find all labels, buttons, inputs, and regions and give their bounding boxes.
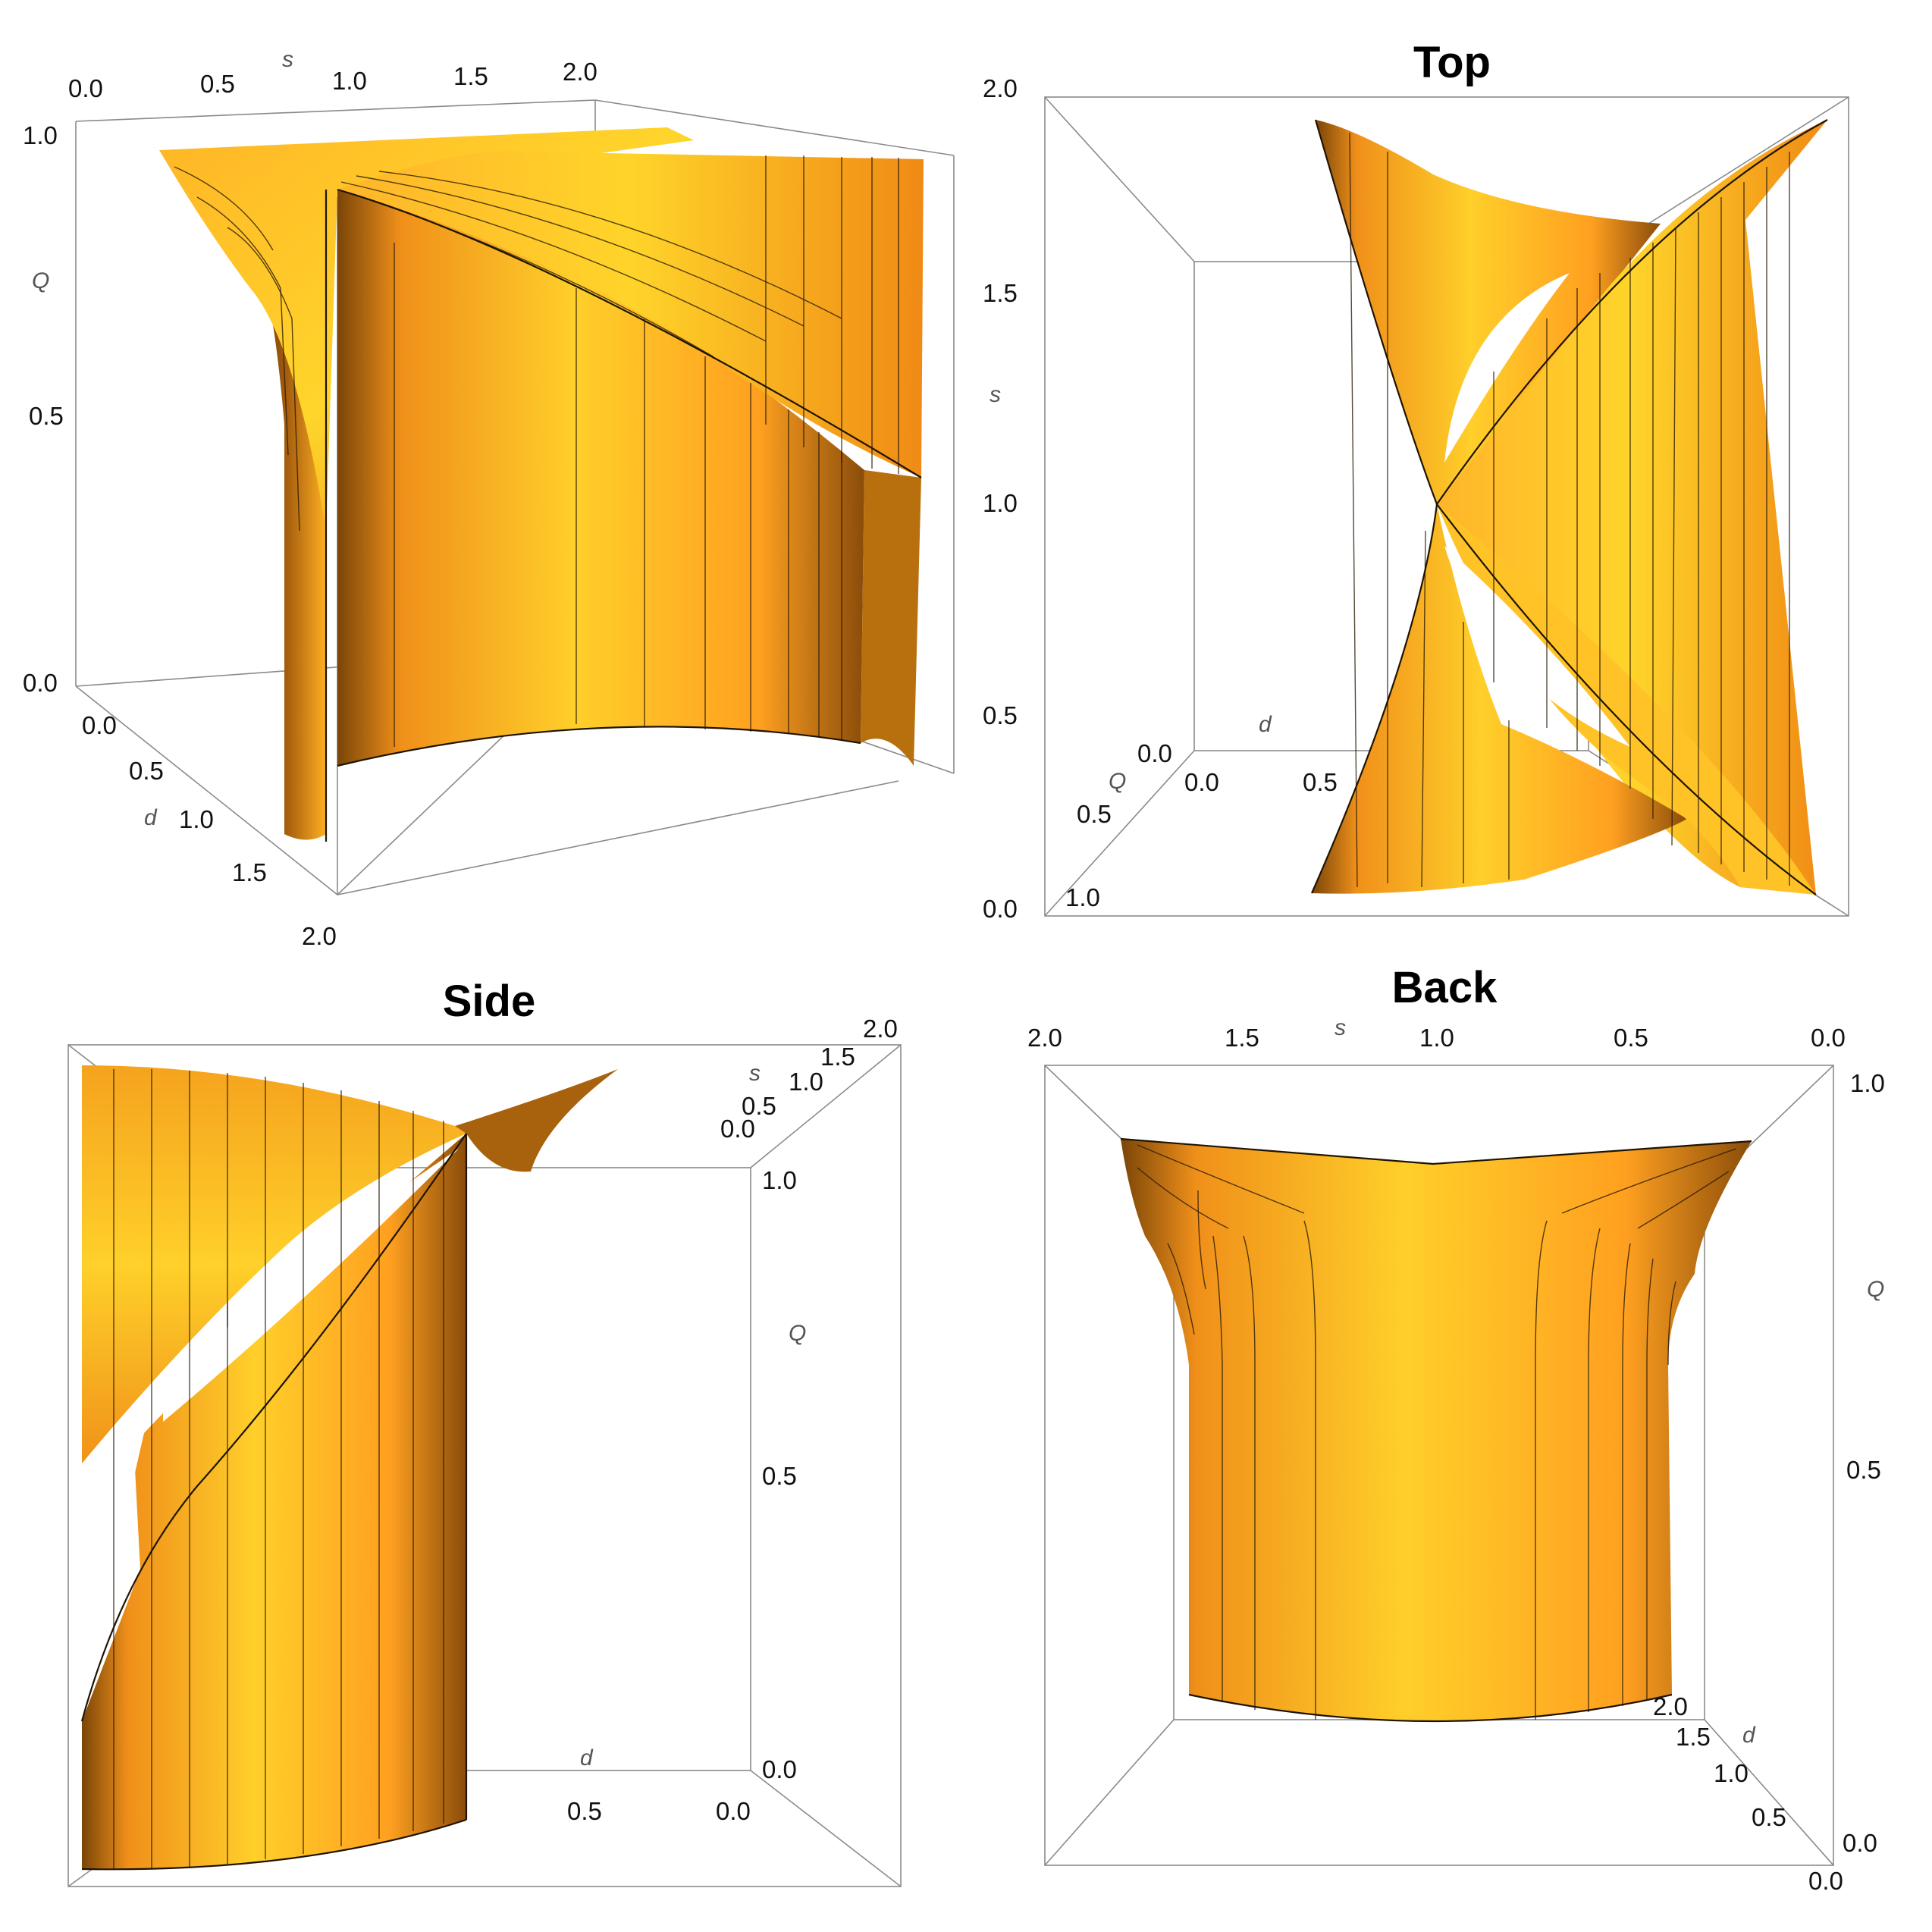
back-title: Back [1392,963,1498,1012]
top-s-axis-label: s [990,382,1001,407]
back-d-tick-1: 1.5 [1676,1723,1711,1751]
back-q-tick-2: 1.0 [1850,1069,1885,1097]
side-q-tick-2: 1.0 [762,1166,797,1194]
top-d-axis: 0.0 0.5 d [1184,712,1338,796]
iso-d-tick-2: 1.0 [179,805,214,833]
back-d-axis: 2.0 1.5 1.0 0.5 0.0 d [1653,1692,1843,1895]
iso-q-tick-2: 1.0 [23,121,58,149]
back-s-tick-2: 1.0 [1419,1024,1454,1052]
back-d-tick-4: 0.0 [1808,1867,1843,1895]
back-q-tick-1: 0.5 [1846,1456,1881,1484]
side-title: Side [443,977,536,1026]
top-s-tick-3: 1.5 [983,279,1018,307]
iso-surface [159,127,924,842]
side-s-tick-0: 0.0 [720,1115,755,1143]
panel-iso: 0.0 0.5 1.0 1.5 2.0 s 0.0 0.5 1.0 Q 0.0 … [23,47,955,950]
iso-q-tick-0: 0.0 [23,669,58,697]
top-d-tick-1: 0.5 [1303,768,1338,796]
side-surface [80,1065,618,1871]
iso-mesh-lines [174,155,899,747]
top-title: Top [1413,38,1491,87]
back-s-axis-label: s [1335,1015,1346,1040]
top-q-tick-1: 0.5 [1077,800,1112,828]
back-s-tick-4: 0.0 [1811,1024,1846,1052]
iso-s-tick-3: 1.5 [453,62,488,90]
top-d-tick-0: 0.0 [1184,768,1219,796]
side-d-axis: 0.5 0.0 d [567,1745,751,1825]
iso-d-tick-0: 0.0 [82,711,117,739]
back-q-axis: 0.0 0.5 1.0 Q [1843,1069,1885,1857]
top-s-axis: 0.0 0.5 1.0 1.5 2.0 s [983,74,1018,923]
iso-q-tick-1: 0.5 [29,402,64,430]
iso-q-axis-label: Q [32,268,49,293]
iso-s-axis-label: s [282,47,293,72]
top-s-tick-0: 0.0 [983,895,1018,923]
iso-d-tick-4: 2.0 [302,922,337,950]
top-s-tick-4: 2.0 [983,74,1018,102]
iso-s-tick-2: 1.0 [332,67,367,95]
back-s-axis: 2.0 1.5 1.0 0.5 0.0 s [1027,1015,1846,1052]
side-mesh-lines [113,1069,444,1869]
side-q-axis-label: Q [789,1321,806,1346]
side-s-tick-4: 2.0 [863,1015,898,1043]
back-surface [1120,1137,1752,1723]
iso-d-tick-1: 0.5 [129,757,164,785]
side-d-tick-0: 0.5 [567,1797,602,1825]
iso-d-axis-label: d [144,805,158,830]
side-s-tick-2: 1.0 [789,1068,823,1096]
back-d-axis-label: d [1742,1723,1756,1748]
iso-q-axis: 0.0 0.5 1.0 Q [23,121,64,697]
panel-side: Side [67,977,902,1887]
back-q-tick-0: 0.0 [1843,1829,1877,1857]
iso-d-axis: 0.0 0.5 1.0 1.5 2.0 d [82,711,337,950]
back-s-tick-3: 0.5 [1614,1024,1648,1052]
iso-s-tick-4: 2.0 [563,58,597,86]
top-d-axis-label: d [1259,712,1272,737]
side-d-tick-1: 0.0 [716,1797,751,1825]
top-q-tick-2: 1.0 [1065,883,1100,911]
side-s-axis: 0.0 0.5 1.0 1.5 2.0 s [720,1015,898,1143]
back-s-tick-0: 2.0 [1027,1024,1062,1052]
side-q-tick-1: 0.5 [762,1462,797,1490]
side-q-tick-0: 0.0 [762,1755,797,1783]
side-s-axis-label: s [749,1061,761,1086]
top-s-tick-2: 1.0 [983,489,1018,517]
iso-d-tick-3: 1.5 [232,858,267,886]
top-q-axis-label: Q [1109,769,1126,794]
side-s-tick-3: 1.5 [820,1043,855,1071]
panel-top: Top [983,38,1849,923]
back-q-axis-label: Q [1867,1277,1884,1302]
side-d-axis-label: d [580,1745,594,1770]
back-s-tick-1: 1.5 [1225,1024,1259,1052]
top-mesh-lines [1349,132,1790,888]
top-q-tick-0: 0.0 [1137,739,1172,767]
back-d-tick-2: 1.0 [1714,1759,1749,1787]
iso-s-axis: 0.0 0.5 1.0 1.5 2.0 s [68,47,597,102]
iso-s-tick-1: 0.5 [200,70,235,98]
top-surface [1310,119,1828,895]
top-q-axis: 0.0 0.5 1.0 Q [1065,739,1172,911]
side-q-axis: 0.0 0.5 1.0 Q [762,1166,806,1783]
back-d-tick-0: 2.0 [1653,1692,1688,1720]
side-s-tick-1: 0.5 [742,1092,776,1120]
top-s-tick-1: 0.5 [983,701,1018,729]
back-d-tick-3: 0.5 [1752,1803,1786,1831]
back-mesh-lines [1137,1144,1737,1720]
panel-back: Back [1027,963,1885,1895]
iso-s-tick-0: 0.0 [68,74,103,102]
